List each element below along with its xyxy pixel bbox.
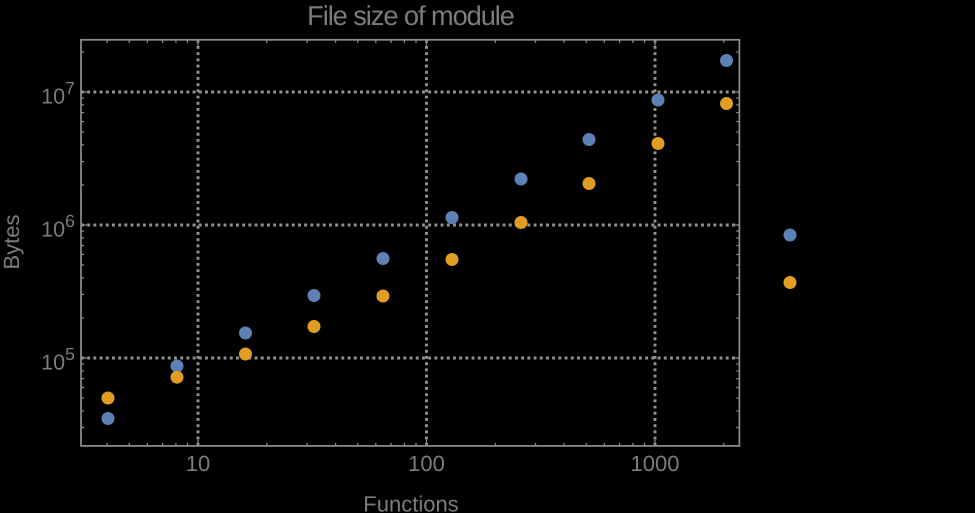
svg-text:10: 10 <box>186 451 210 476</box>
svg-text:100: 100 <box>408 451 445 476</box>
svg-text:1000: 1000 <box>631 451 680 476</box>
svg-text:File size of module: File size of module <box>307 0 514 31</box>
svg-text:Functions: Functions <box>363 492 458 513</box>
svg-text:106: 106 <box>41 211 75 242</box>
svg-text:Bytes: Bytes <box>0 214 24 269</box>
svg-text:105: 105 <box>41 344 75 375</box>
svg-text:107: 107 <box>41 78 75 109</box>
